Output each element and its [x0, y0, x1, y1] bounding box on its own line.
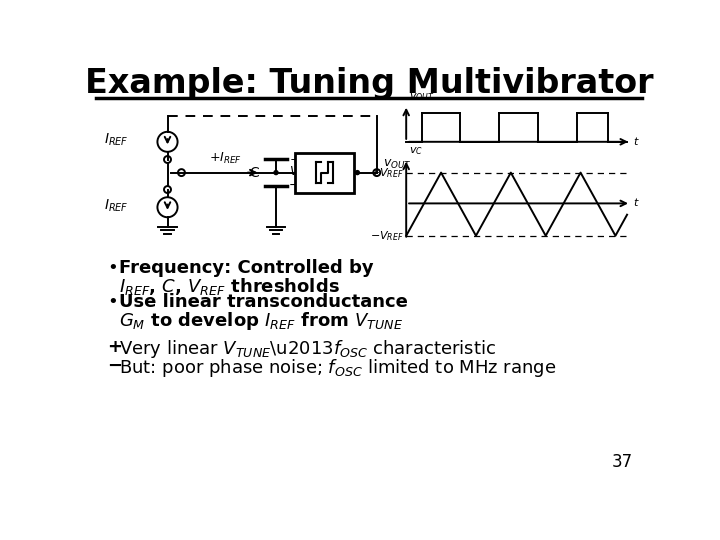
- Text: $v_C$: $v_C$: [409, 145, 423, 157]
- Text: $I_{REF}$, $C$, $V_{REF}$ thresholds: $I_{REF}$, $C$, $V_{REF}$ thresholds: [120, 276, 341, 297]
- Text: •: •: [107, 293, 118, 310]
- Text: C: C: [249, 166, 258, 180]
- Circle shape: [274, 170, 279, 176]
- Text: •: •: [107, 259, 118, 277]
- Text: $G_M$ to develop $I_{REF}$ from $V_{TUNE}$: $G_M$ to develop $I_{REF}$ from $V_{TUNE…: [120, 309, 404, 332]
- Text: Very linear $V_{TUNE}$\u2013$f_{OSC}$ characteristic: Very linear $V_{TUNE}$\u2013$f_{OSC}$ ch…: [120, 338, 496, 360]
- Text: But: poor phase noise; $f_{OSC}$ limited to MHz range: But: poor phase noise; $f_{OSC}$ limited…: [120, 357, 557, 380]
- Bar: [295, 153, 354, 193]
- Text: $I_{REF}$: $I_{REF}$: [104, 198, 129, 214]
- Text: −: −: [289, 179, 300, 192]
- Text: t: t: [634, 198, 638, 208]
- Text: 37: 37: [611, 454, 632, 471]
- Text: $v_{OUT}$: $v_{OUT}$: [383, 158, 412, 171]
- Text: Example: Tuning Multivibrator: Example: Tuning Multivibrator: [85, 67, 653, 100]
- Circle shape: [355, 170, 360, 176]
- Text: +: +: [107, 338, 122, 356]
- Text: −: −: [107, 357, 122, 375]
- Text: $V_C$: $V_C$: [289, 165, 306, 180]
- Text: +: +: [289, 153, 300, 166]
- Text: Frequency: Controlled by: Frequency: Controlled by: [120, 259, 374, 277]
- Text: $+I_{REF}$: $+I_{REF}$: [210, 151, 242, 166]
- Text: $I_{REF}$: $I_{REF}$: [104, 132, 129, 149]
- Text: $v_{OUT}$: $v_{OUT}$: [409, 91, 435, 103]
- Text: $+V_{REF}$: $+V_{REF}$: [370, 166, 404, 179]
- Text: t: t: [634, 137, 638, 147]
- Text: Use linear transconductance: Use linear transconductance: [120, 293, 408, 310]
- Text: $-V_{REF}$: $-V_{REF}$: [370, 229, 404, 242]
